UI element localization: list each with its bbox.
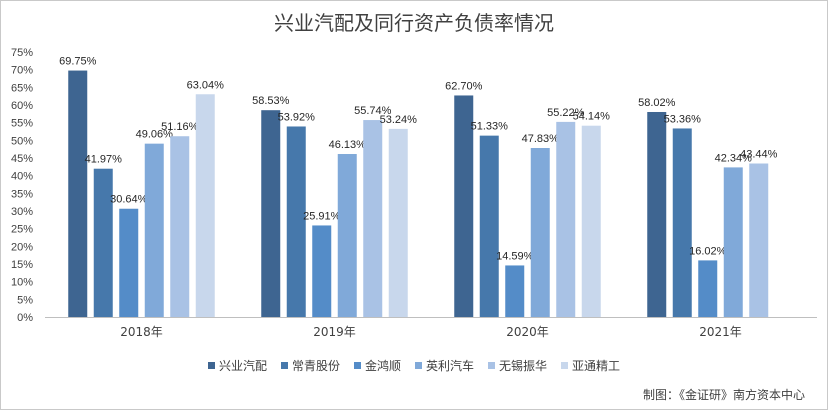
legend-item: 金鸿顺 — [353, 357, 401, 374]
y-tick-label: 15% — [11, 259, 33, 271]
bar — [479, 135, 499, 317]
data-label: 53.36% — [664, 113, 702, 125]
legend-swatch — [488, 362, 496, 369]
bar — [672, 128, 692, 317]
bar — [647, 111, 667, 317]
data-label: 46.13% — [329, 139, 367, 151]
data-label: 58.53% — [252, 95, 290, 107]
data-label: 69.75% — [59, 56, 97, 68]
bar — [93, 168, 113, 317]
data-label: 47.83% — [522, 133, 560, 145]
y-tick-label: 25% — [11, 224, 33, 236]
bar — [337, 154, 357, 317]
data-label: 43.44% — [740, 149, 778, 161]
bar — [698, 260, 718, 317]
legend-label: 常青股份 — [291, 359, 340, 373]
legend-swatch — [415, 362, 422, 369]
legend-label: 无锡振华 — [499, 359, 548, 373]
bar — [261, 110, 281, 317]
bar — [312, 225, 332, 317]
legend-item: 无锡振华 — [488, 357, 547, 374]
data-label: 51.33% — [471, 121, 509, 133]
legend-label: 英利汽车 — [426, 359, 475, 373]
y-tick-label: 30% — [11, 206, 33, 218]
bar — [68, 70, 88, 317]
data-label: 14.59% — [496, 250, 534, 262]
chart-credit: 制图：《金证研》南方资本中心 — [642, 388, 805, 402]
y-tick-label: 50% — [11, 135, 33, 147]
y-tick-label: 70% — [11, 65, 33, 77]
x-tick-label: 2018年 — [120, 325, 163, 339]
y-tick-label: 5% — [17, 294, 33, 306]
bar — [556, 121, 576, 317]
bar — [119, 208, 139, 317]
y-tick-label: 20% — [11, 241, 33, 253]
y-tick-label: 45% — [11, 153, 33, 165]
bar — [723, 167, 743, 317]
legend-label: 兴业汽配 — [218, 359, 267, 373]
data-label: 16.02% — [689, 245, 727, 257]
legend-swatch — [353, 362, 361, 369]
data-label: 30.64% — [110, 194, 148, 206]
bar — [144, 143, 164, 317]
data-label: 53.24% — [380, 114, 418, 126]
bar — [363, 120, 383, 317]
bar — [195, 94, 215, 317]
legend-label: 亚通精工 — [572, 359, 621, 373]
data-label: 63.04% — [187, 79, 225, 91]
legend-item: 常青股份 — [280, 357, 340, 374]
bar — [454, 95, 474, 318]
data-label: 54.14% — [573, 111, 611, 123]
x-tick-label: 2020年 — [506, 325, 549, 339]
data-label: 25.91% — [303, 210, 341, 222]
data-label: 53.92% — [278, 111, 316, 123]
bar — [388, 128, 408, 317]
data-label: 42.34% — [715, 152, 753, 164]
x-tick-label: 2019年 — [313, 325, 356, 339]
legend-swatch — [280, 362, 288, 369]
y-tick-label: 10% — [11, 277, 33, 289]
legend-item: 兴业汽配 — [207, 357, 267, 374]
bar — [530, 148, 550, 317]
bar — [581, 125, 601, 318]
legend: 兴业汽配 常青股份 金鸿顺 英利汽车 无锡振华 亚通精工 — [1, 357, 827, 374]
data-label: 55.22% — [547, 107, 585, 119]
data-label: 49.06% — [136, 129, 174, 141]
legend-swatch — [561, 362, 569, 369]
y-tick-label: 55% — [11, 118, 33, 130]
bar — [505, 265, 525, 317]
y-tick-label: 60% — [11, 100, 33, 112]
bar — [749, 163, 769, 317]
y-tick-label: 65% — [11, 82, 33, 94]
bar — [170, 136, 190, 317]
data-label: 62.70% — [445, 80, 483, 92]
legend-label: 金鸿顺 — [364, 359, 401, 373]
data-label: 55.74% — [354, 105, 392, 117]
data-label: 41.97% — [85, 154, 123, 166]
x-tick-label: 2021年 — [699, 325, 742, 339]
y-tick-label: 40% — [11, 171, 33, 183]
data-label: 51.16% — [161, 121, 199, 133]
data-label: 58.02% — [638, 97, 676, 109]
chart-title: 兴业汽配及同行资产负债率情况 — [274, 11, 554, 35]
legend-swatch — [207, 362, 215, 369]
legend-item: 亚通精工 — [561, 357, 620, 374]
bar — [286, 126, 306, 317]
y-tick-label: 35% — [11, 188, 33, 200]
y-tick-label: 75% — [11, 47, 33, 59]
y-tick-label: 0% — [17, 312, 33, 324]
legend-item: 英利汽车 — [415, 357, 474, 374]
